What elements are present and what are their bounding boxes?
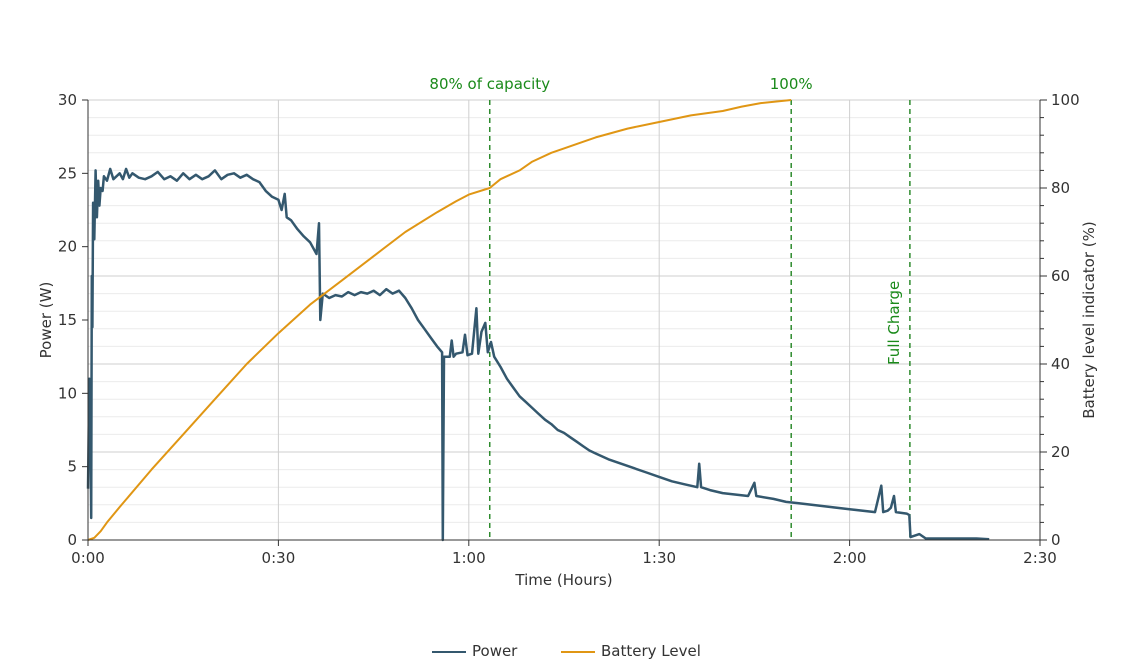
y2-tick-label: 20	[1051, 443, 1070, 461]
legend: Power Battery Level	[432, 642, 701, 660]
x-tick-label: 1:30	[642, 549, 676, 567]
y-tick-label: 25	[58, 164, 77, 182]
x-axis-label: Time (Hours)	[514, 571, 612, 589]
annotations: 80% of capacity 100% Full Charge	[429, 75, 911, 540]
grid	[88, 99, 1041, 540]
y-tick-label: 10	[58, 384, 77, 402]
y2-tick-label: 100	[1051, 91, 1080, 109]
annotation-label: 80% of capacity	[429, 75, 550, 93]
y-tick-label: 15	[58, 311, 77, 329]
y2-tick-label: 80	[1051, 179, 1070, 197]
y-tick-label: 5	[67, 458, 77, 476]
y-tick-label: 30	[58, 91, 77, 109]
y2-tick-label: 60	[1051, 267, 1070, 285]
x-tick-label: 1:00	[452, 549, 486, 567]
y-axis-label: Power (W)	[37, 282, 55, 359]
battery-level-series-line	[87, 99, 792, 541]
x-tick-label: 0:00	[71, 549, 105, 567]
y2-axis-label: Battery level indicator (%)	[1080, 221, 1098, 418]
x-tick-label: 2:00	[833, 549, 867, 567]
x-tick-label: 0:30	[262, 549, 296, 567]
series	[86, 99, 990, 542]
y-tick-label: 20	[58, 238, 77, 256]
y-tick-label: 0	[67, 531, 77, 549]
annotation-label: Full Charge	[885, 281, 903, 365]
annotation-label: 100%	[770, 75, 813, 93]
y2-tick-label: 0	[1051, 531, 1061, 549]
x-tick-label: 2:30	[1023, 549, 1057, 567]
legend-power-label: Power	[472, 642, 518, 660]
legend-battery-label: Battery Level	[601, 642, 701, 660]
power-series-line	[86, 167, 990, 542]
y2-tick-label: 40	[1051, 355, 1070, 373]
